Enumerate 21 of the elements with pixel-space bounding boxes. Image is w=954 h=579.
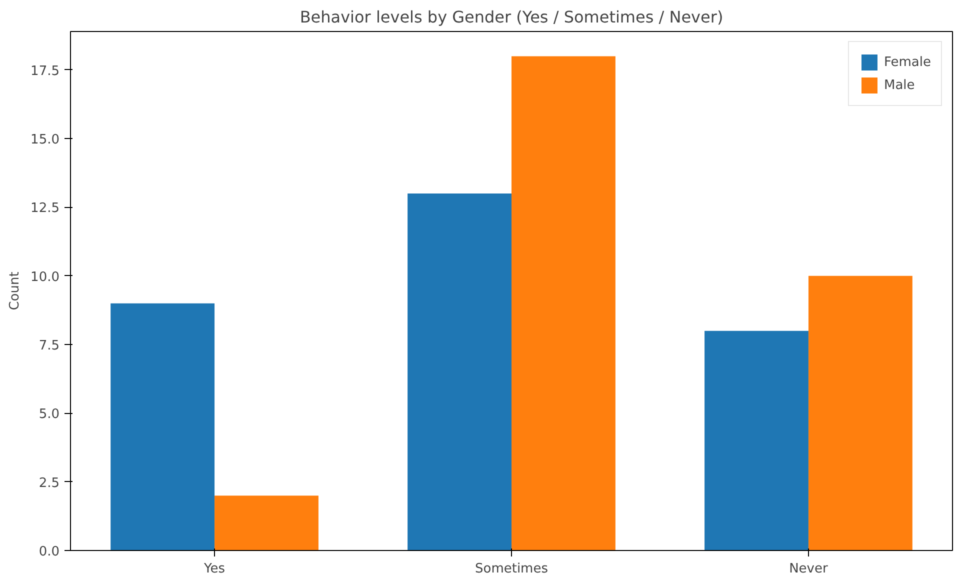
y-tick-label: 7.5 [38, 338, 60, 354]
y-tick-label: 10.0 [30, 270, 60, 285]
bar [110, 303, 215, 550]
bar [808, 276, 912, 550]
x-tick-label: Never [789, 562, 829, 576]
bar [704, 330, 808, 550]
bar [512, 56, 616, 550]
bar [214, 496, 318, 550]
bar [408, 194, 512, 550]
y-tick-label: 17.5 [30, 64, 60, 79]
y-tick-label: 12.5 [30, 201, 60, 216]
chart-title: Behavior levels by Gender (Yes / Sometimes / Never) [300, 8, 724, 26]
y-tick-label: 5.0 [38, 407, 60, 422]
y-tick-label: 2.5 [38, 476, 60, 491]
y-tick-label: 15.0 [30, 132, 60, 148]
x-tick-label: Yes [203, 562, 226, 576]
y-tick-label: 0.0 [38, 544, 60, 560]
y-axis-title: Count [8, 272, 23, 310]
x-tick-label: Sometimes [474, 562, 548, 576]
legend-label: Male [884, 78, 915, 92]
legend-label: Female [884, 54, 931, 70]
